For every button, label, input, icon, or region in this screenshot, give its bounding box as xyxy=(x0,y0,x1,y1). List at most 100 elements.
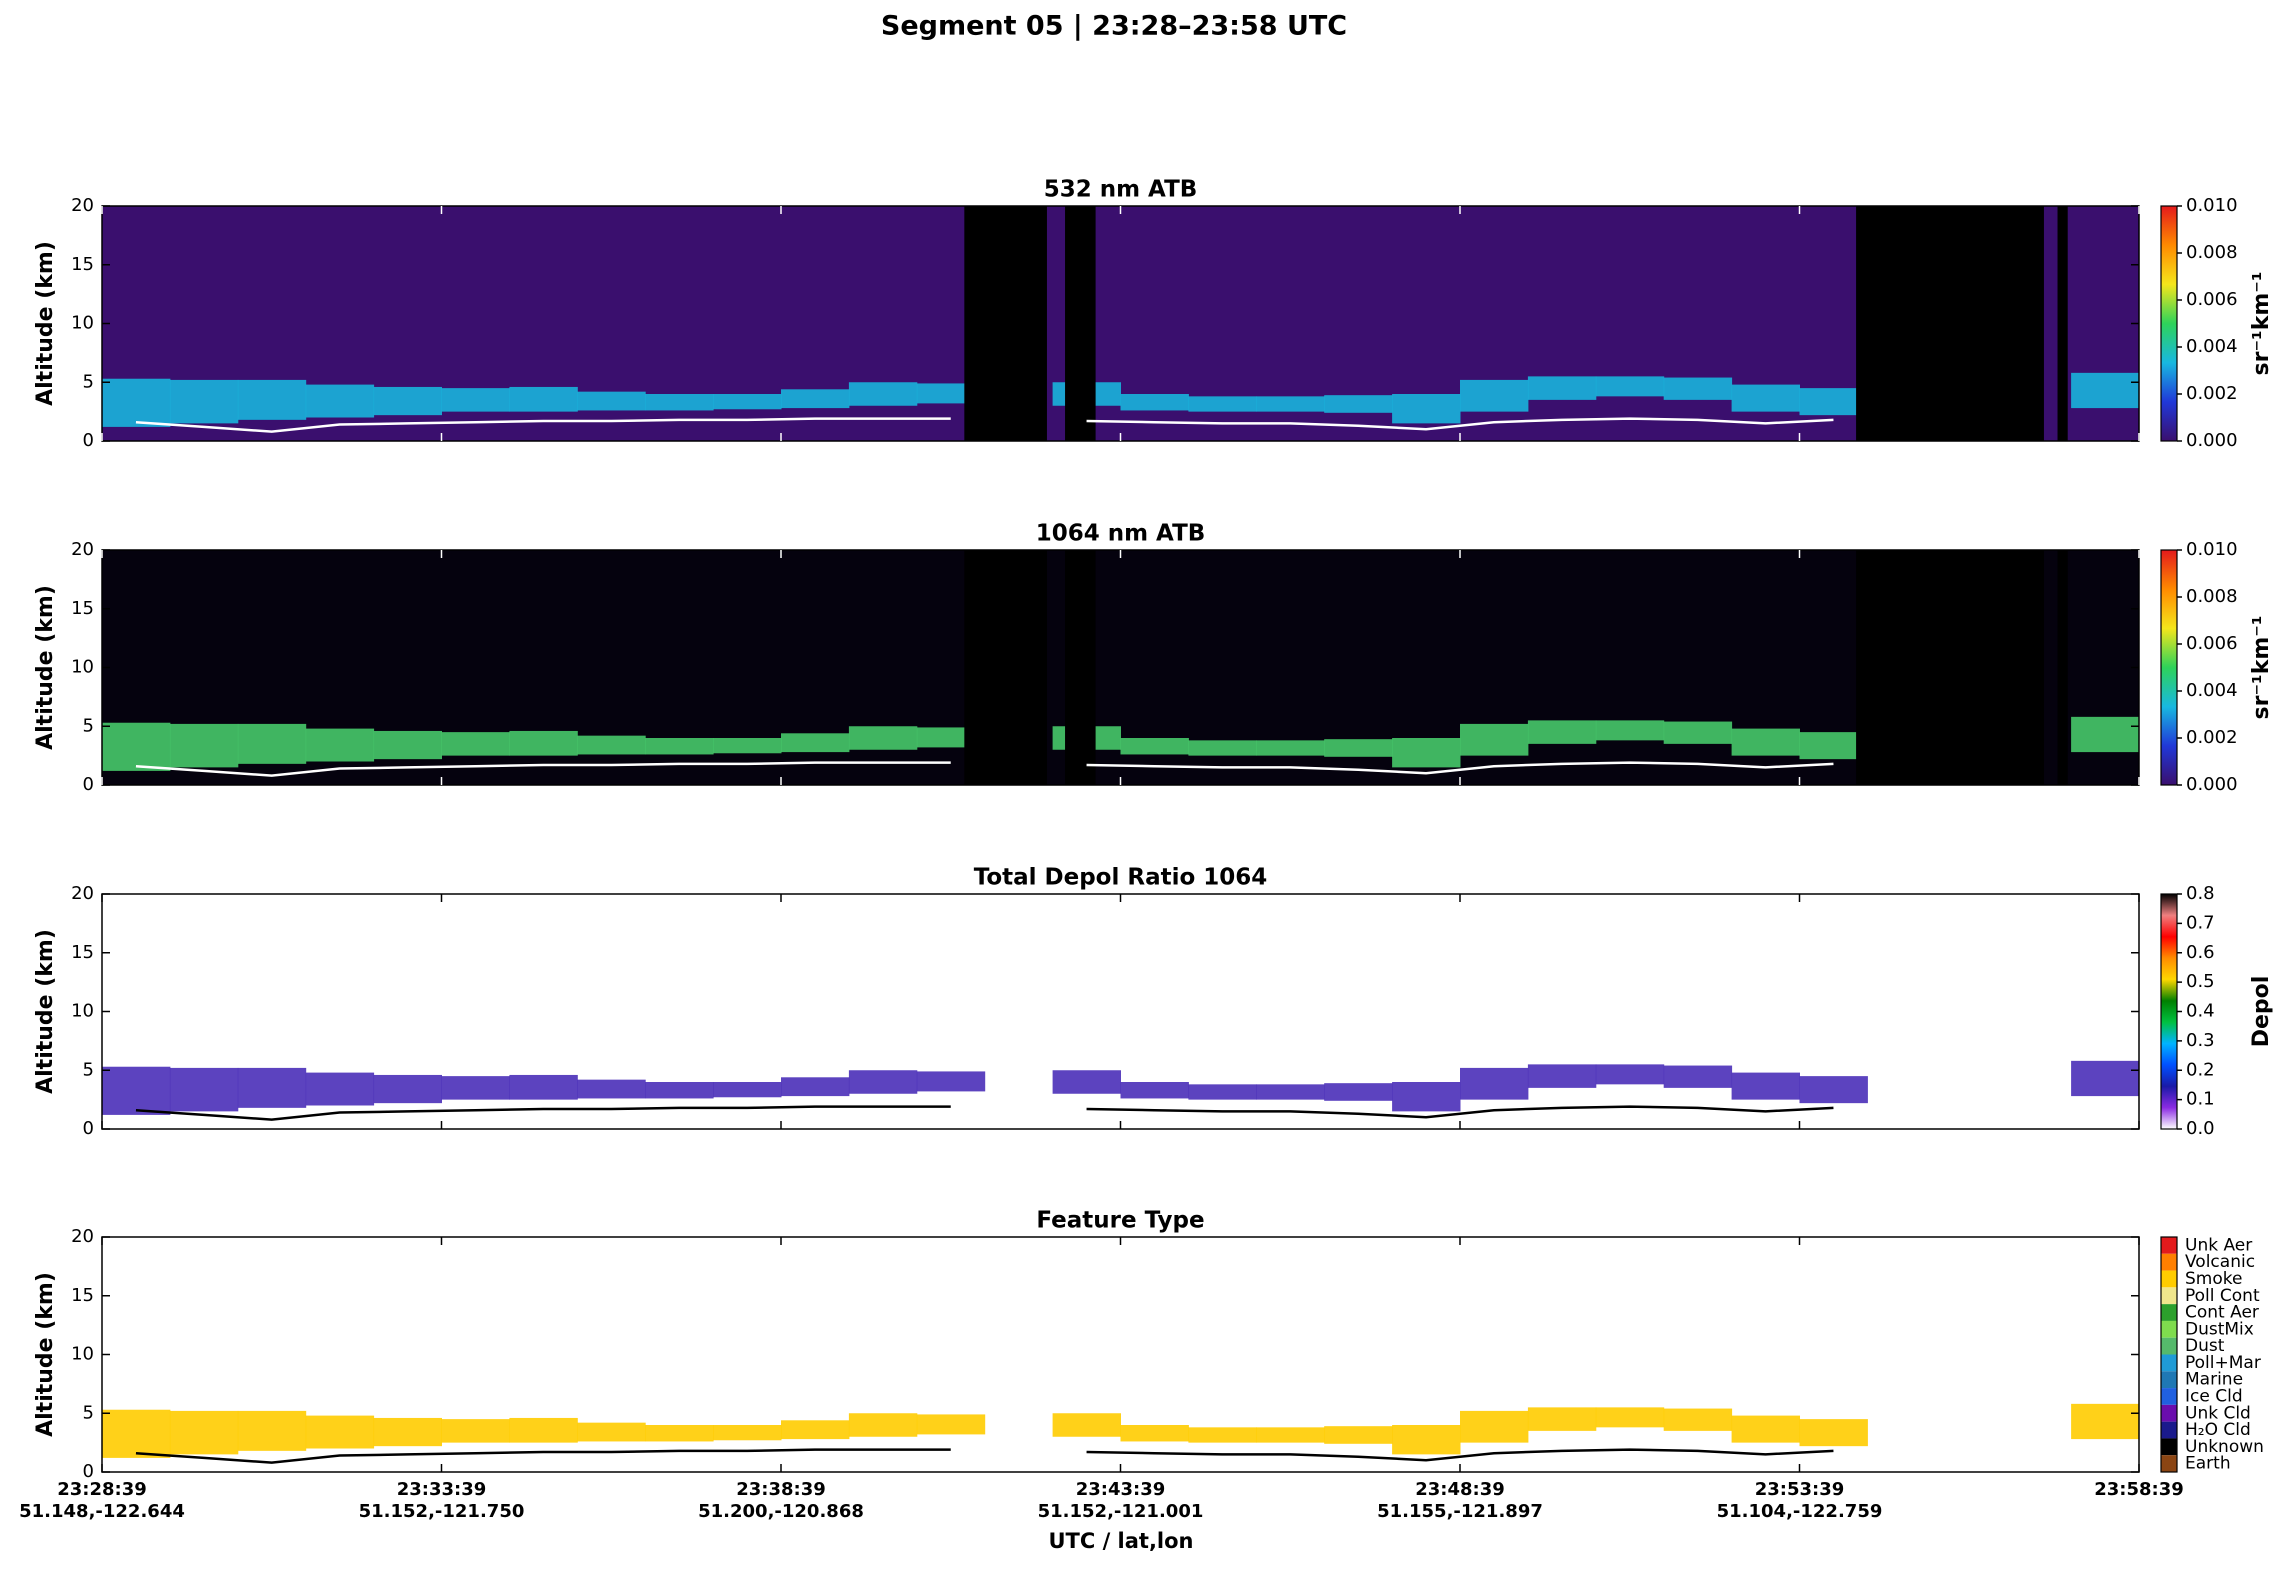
legend-swatch xyxy=(2161,1455,2177,1472)
layer-sample xyxy=(2071,1403,2139,1440)
y-tick-label: 20 xyxy=(71,539,94,560)
layer-sample xyxy=(1324,395,1393,413)
layer-sample xyxy=(169,723,239,768)
layer-sample xyxy=(1527,376,1597,400)
layer-sample xyxy=(1460,379,1529,412)
layer-sample xyxy=(1527,720,1597,744)
legend-label: Smoke xyxy=(2185,1269,2242,1289)
layer-sample xyxy=(441,732,510,756)
y-axis-label: Altitude (km) xyxy=(33,929,58,1094)
layer-sample xyxy=(509,1074,578,1100)
colorbar-tick-label: 0.2 xyxy=(2186,1059,2215,1080)
layer-sample xyxy=(102,1409,171,1458)
layer-sample xyxy=(1188,396,1257,412)
layer-sample xyxy=(441,1419,510,1443)
legend-label: Earth xyxy=(2185,1454,2231,1474)
layer-sample xyxy=(781,733,850,753)
legend-label: Poll+Mar xyxy=(2185,1353,2261,1373)
layer-sample xyxy=(1595,720,1665,741)
plot-area xyxy=(102,206,2139,441)
layer-sample xyxy=(1460,1067,1529,1100)
layer-sample xyxy=(1120,1425,1189,1442)
layer-sample xyxy=(1731,1072,1800,1100)
colorbar-tick-label: 0.008 xyxy=(2186,242,2238,263)
colorbar-tick-label: 0.000 xyxy=(2186,774,2238,795)
layer-sample xyxy=(1256,740,1325,756)
plot-area xyxy=(102,1403,2139,1464)
layer-sample xyxy=(1663,1408,1733,1431)
x-tick-sublabel: 51.200,-120.868 xyxy=(698,1501,864,1522)
layer-sample xyxy=(1052,1070,1121,1094)
surface-line xyxy=(135,417,951,433)
colorbar-frame xyxy=(2160,205,2178,442)
layer-sample xyxy=(373,386,442,416)
layer-sample xyxy=(781,389,850,409)
legend-swatch xyxy=(2161,1320,2177,1338)
y-tick-label: 0 xyxy=(83,1461,94,1482)
legend-swatch xyxy=(2161,1438,2177,1456)
layer-sample xyxy=(577,735,646,755)
colorbar-tick-label: 0.4 xyxy=(2186,1001,2215,1022)
y-tick-label: 15 xyxy=(71,598,94,619)
x-tick-label: 23:33:39 xyxy=(397,1479,487,1500)
legend-swatch xyxy=(2161,1354,2177,1372)
layer-sample xyxy=(1120,1082,1189,1099)
panel-title: 1064 nm ATB xyxy=(1036,521,1206,547)
layer-sample xyxy=(305,1072,375,1106)
layer-sample xyxy=(916,1414,986,1435)
layer-sample xyxy=(169,1410,239,1455)
panel-title: Total Depol Ratio 1064 xyxy=(974,865,1268,891)
colorbar-tick-label: 0.5 xyxy=(2186,971,2215,992)
layer-sample xyxy=(169,1067,239,1112)
colorbar-tick-label: 0.006 xyxy=(2186,289,2238,310)
colorbar xyxy=(2161,894,2177,1129)
layer-sample xyxy=(645,738,714,755)
y-tick-label: 15 xyxy=(71,254,94,275)
legend-swatch xyxy=(2161,1337,2177,1355)
surface-line xyxy=(1086,1105,1834,1119)
layer-sample xyxy=(848,382,918,406)
layer-sample xyxy=(645,1425,714,1442)
layer-sample xyxy=(1663,1065,1733,1088)
layer-sample xyxy=(509,386,578,412)
no-data-block xyxy=(2057,206,2068,441)
layer-sample xyxy=(169,379,239,424)
x-axis-label: UTC / lat,lon xyxy=(1048,1529,1193,1553)
x-tick-label: 23:43:39 xyxy=(1076,1479,1166,1500)
y-axis-label: Altitude (km) xyxy=(33,1272,58,1437)
legend-label: H₂O Cld xyxy=(2185,1420,2251,1440)
layer-sample xyxy=(305,728,375,762)
no-data-block xyxy=(964,550,1047,785)
layer-sample xyxy=(1052,1413,1121,1437)
layer-sample xyxy=(1595,376,1665,397)
layer-sample xyxy=(441,1076,510,1100)
x-tick-sublabel: 51.155,-121.897 xyxy=(1377,1501,1543,1522)
x-tick-label: 23:48:39 xyxy=(1415,1479,1505,1500)
y-axis-label: Altitude (km) xyxy=(33,241,58,406)
layer-sample xyxy=(713,1425,782,1441)
panel-title: Feature Type xyxy=(1036,1208,1204,1234)
layer-sample xyxy=(645,394,714,411)
colorbar-label: sr⁻¹km⁻¹ xyxy=(2249,272,2274,376)
legend-label: Dust xyxy=(2185,1336,2225,1356)
y-tick-label: 20 xyxy=(71,883,94,904)
y-tick-label: 0 xyxy=(83,774,94,795)
y-tick-label: 5 xyxy=(83,1402,94,1423)
layer-sample xyxy=(102,378,171,427)
y-tick-label: 0 xyxy=(83,1118,94,1139)
layer-sample xyxy=(1324,1083,1393,1101)
no-data-block xyxy=(1856,206,2044,441)
layer-sample xyxy=(509,1417,578,1443)
surface-line xyxy=(1086,1448,1834,1462)
colorbar-tick-label: 0.000 xyxy=(2186,430,2238,451)
colorbar-label: Depol xyxy=(2249,976,2274,1048)
no-data-block xyxy=(1065,206,1096,441)
no-data-block xyxy=(2057,550,2068,785)
layer-sample xyxy=(2071,1060,2139,1097)
x-tick-sublabel: 51.104,-122.759 xyxy=(1717,1501,1883,1522)
layer-sample xyxy=(373,730,442,760)
layer-sample xyxy=(1799,1076,1868,1104)
y-tick-label: 5 xyxy=(83,371,94,392)
colorbar-tick-label: 0.002 xyxy=(2186,383,2238,404)
layer-sample xyxy=(305,384,375,418)
